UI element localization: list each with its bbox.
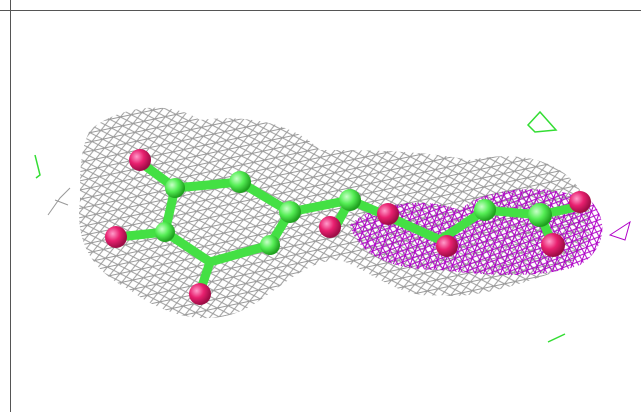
magenta-fragment bbox=[608, 220, 631, 241]
atoms bbox=[105, 149, 591, 305]
green-fragments bbox=[34, 110, 566, 343]
gray-fragment bbox=[47, 187, 71, 216]
